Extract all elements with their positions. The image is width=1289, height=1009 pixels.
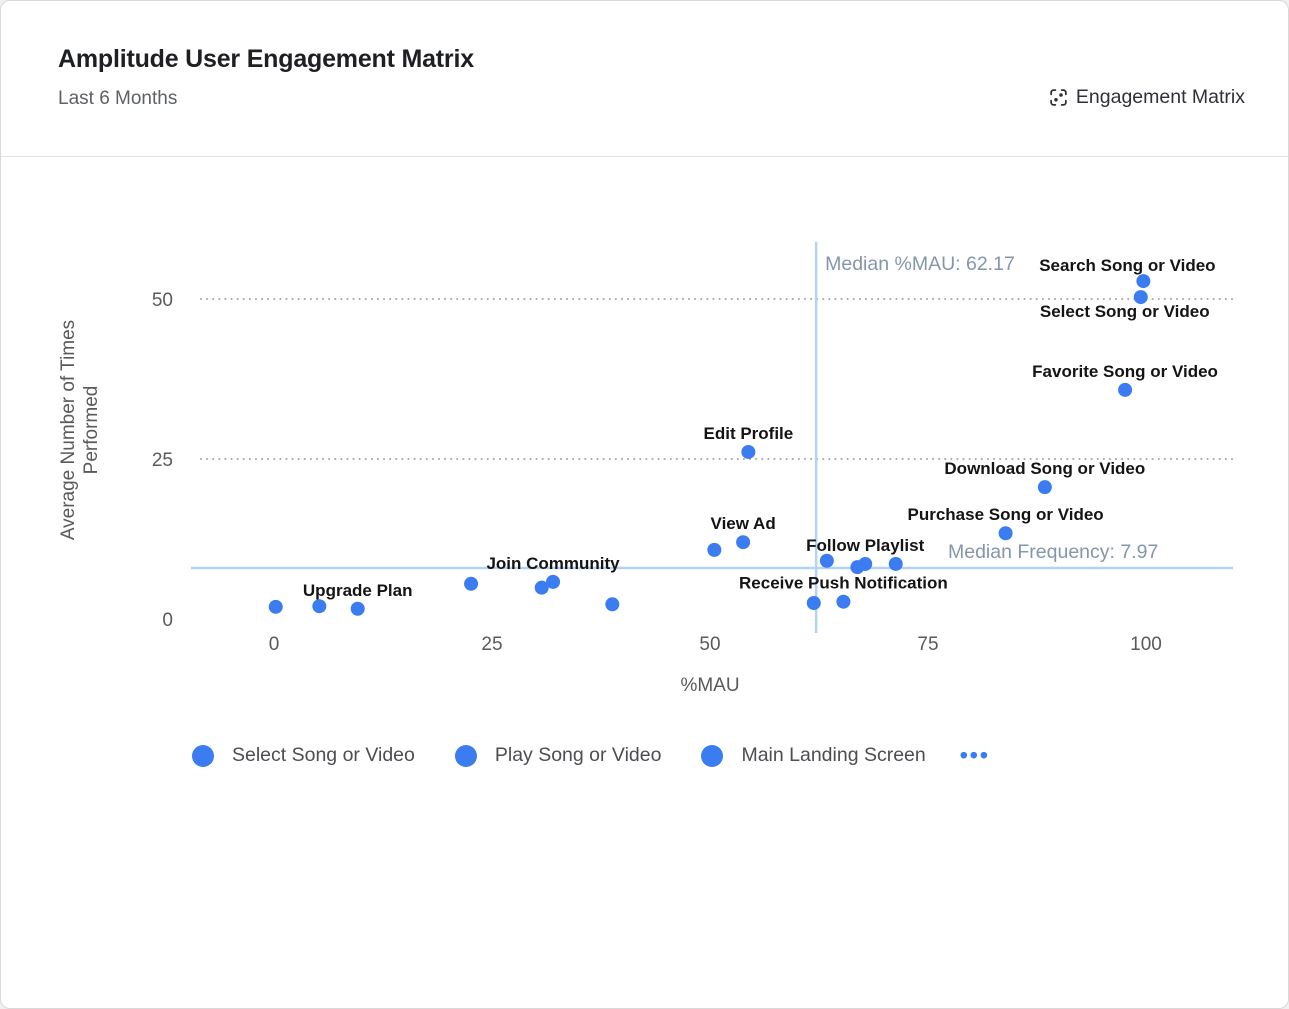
data-point[interactable]: [998, 526, 1013, 541]
card-header: Amplitude User Engagement Matrix Last 6 …: [1, 1, 1288, 157]
data-point[interactable]: [1133, 290, 1148, 305]
legend-label: Main Landing Screen: [741, 744, 926, 766]
point-label: Search Song or Video: [1039, 256, 1215, 275]
legend-dot-icon: [454, 744, 477, 767]
legend-item-play-song-or-video[interactable]: Play Song or Video: [454, 744, 662, 767]
data-point[interactable]: [736, 535, 751, 550]
point-label: Follow Playlist: [806, 536, 924, 555]
data-point[interactable]: [806, 596, 821, 610]
engagement-matrix-icon: [1048, 87, 1069, 108]
data-point[interactable]: [1037, 480, 1052, 495]
y-axis-tick: 25: [152, 450, 173, 471]
x-axis-title: %MAU: [680, 675, 739, 696]
widget-type-button[interactable]: Engagement Matrix: [1048, 86, 1245, 109]
scatter-plot-svg: Median %MAU: 62.17 Median Frequency: 7.97…: [58, 242, 1234, 696]
data-point[interactable]: [858, 556, 873, 571]
y-axis-title: Average Number of Times Performed: [58, 320, 102, 540]
point-label: Receive Push Notification: [739, 574, 948, 593]
y-axis-tick: 50: [152, 290, 173, 311]
data-point[interactable]: [534, 580, 549, 595]
x-axis-tick: 50: [699, 634, 720, 655]
median-mau-label: Median %MAU: 62.17: [825, 253, 1015, 275]
point-label: View Ad: [711, 514, 776, 533]
date-range-label: Last 6 Months: [58, 88, 178, 109]
point-label: Upgrade Plan: [303, 581, 413, 600]
point-label: Purchase Song or Video: [908, 505, 1104, 524]
data-point[interactable]: [1118, 382, 1133, 397]
data-point[interactable]: [741, 444, 756, 459]
data-point[interactable]: [605, 597, 620, 612]
point-label: Select Song or Video: [1040, 302, 1210, 321]
data-point[interactable]: [1136, 274, 1151, 289]
data-point[interactable]: [350, 601, 365, 616]
y-axis-tick: 0: [162, 610, 173, 631]
point-label: Edit Profile: [704, 424, 794, 443]
point-label: Favorite Song or Video: [1032, 362, 1218, 381]
data-point[interactable]: [464, 576, 479, 591]
x-axis-tick: 0: [269, 634, 280, 655]
x-axis-tick: 25: [481, 634, 502, 655]
legend-item-main-landing-screen[interactable]: Main Landing Screen: [701, 744, 926, 767]
chart-legend: Select Song or Video Play Song or Video …: [1, 744, 1288, 767]
x-axis-tick: 75: [917, 634, 938, 655]
legend-more-button[interactable]: •••: [959, 742, 990, 768]
point-label: Download Song or Video: [944, 459, 1145, 478]
legend-label: Select Song or Video: [232, 744, 415, 766]
widget-type-label: Engagement Matrix: [1075, 86, 1245, 108]
scatter-chart: Median %MAU: 62.17 Median Frequency: 7.97…: [1, 157, 1288, 710]
data-point[interactable]: [707, 542, 722, 557]
point-label: Join Community: [486, 554, 620, 573]
x-axis-tick: 100: [1130, 634, 1162, 655]
median-frequency-label: Median Frequency: 7.97: [948, 541, 1158, 563]
data-point[interactable]: [888, 556, 903, 571]
data-point[interactable]: [546, 574, 561, 589]
data-point[interactable]: [312, 599, 327, 614]
data-point[interactable]: [268, 599, 283, 614]
data-point[interactable]: [819, 553, 834, 568]
page-title: Amplitude User Engagement Matrix: [58, 45, 474, 73]
legend-item-select-song-or-video[interactable]: Select Song or Video: [192, 744, 415, 767]
data-point[interactable]: [836, 594, 851, 609]
legend-dot-icon: [192, 744, 214, 767]
legend-label: Play Song or Video: [494, 744, 662, 766]
legend-dot-icon: [701, 744, 724, 767]
